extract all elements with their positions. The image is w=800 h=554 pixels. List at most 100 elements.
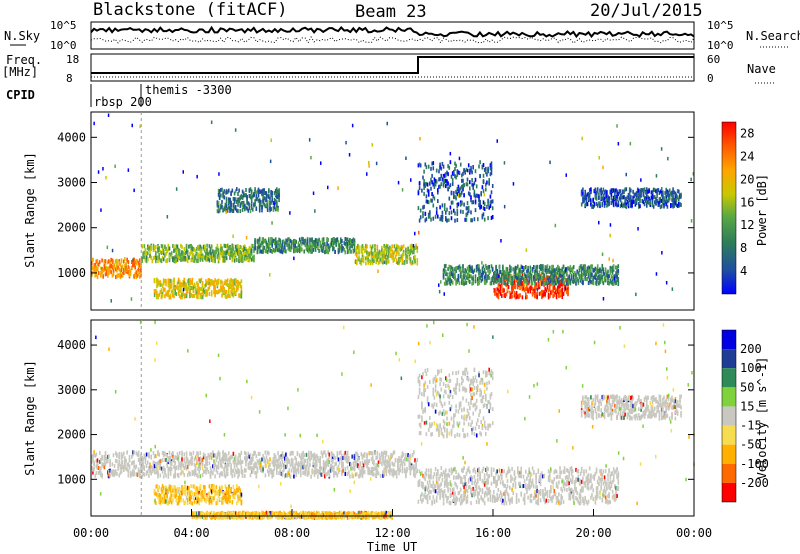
heatmap-cell [530, 278, 533, 283]
heatmap-cell [360, 258, 363, 263]
heatmap-cell [319, 244, 321, 249]
heatmap-cell [178, 294, 181, 299]
heatmap-cell [471, 178, 473, 182]
heatmap-cell [454, 161, 456, 166]
heatmap-cell [105, 459, 108, 464]
beam-title: Beam 23 [355, 2, 427, 22]
heatmap-cell [191, 247, 194, 252]
heatmap-cell [671, 197, 673, 202]
heatmap-cell [587, 196, 590, 201]
heatmap-cell [115, 459, 117, 463]
heatmap-cell [609, 190, 612, 195]
heatmap-cell [465, 280, 468, 285]
heatmap-cell [502, 268, 504, 273]
heatmap-cell [604, 270, 607, 275]
heatmap-cell [418, 162, 421, 167]
heatmap-cell [409, 260, 412, 265]
heatmap-cell [559, 273, 561, 278]
heatmap-cell [359, 260, 361, 265]
heatmap-cell [497, 287, 500, 292]
heatmap-cell [248, 460, 251, 465]
heatmap-cell [256, 239, 259, 244]
heatmap-cell [225, 468, 228, 473]
heatmap-cell [269, 196, 271, 201]
heatmap-cell [224, 204, 227, 209]
heatmap-cell [105, 175, 107, 180]
heatmap-cell [608, 198, 610, 203]
heatmap-cell [500, 239, 502, 243]
heatmap-cell [517, 276, 519, 281]
heatmap-cell [384, 254, 387, 259]
heatmap-cell [632, 200, 635, 204]
heatmap-cell [132, 258, 134, 262]
heatmap-cell [461, 178, 463, 183]
heatmap-cell [225, 289, 228, 294]
heatmap-cell [474, 177, 477, 182]
heatmap-cell [459, 162, 462, 167]
heatmap-cell [538, 265, 541, 269]
heatmap-cell [128, 455, 131, 460]
heatmap-cell [332, 242, 334, 247]
heatmap-cell [479, 275, 481, 280]
heatmap-cell [309, 462, 311, 467]
heatmap-cell [655, 189, 657, 194]
heatmap-cell [541, 289, 543, 294]
heatmap-cell [496, 139, 498, 143]
heatmap-cell [224, 207, 227, 212]
heatmap-cell [149, 467, 151, 472]
heatmap-cell [340, 240, 342, 244]
heatmap-cell [329, 242, 332, 247]
heatmap-cell [407, 246, 409, 251]
heatmap-cell [198, 278, 200, 283]
heatmap-cell [543, 281, 545, 286]
heatmap-cell [554, 223, 557, 228]
heatmap-cell [205, 288, 207, 293]
heatmap-cell [97, 470, 100, 475]
nsky-panel [90, 21, 695, 50]
heatmap-cell [474, 199, 477, 204]
heatmap-cell [583, 271, 585, 276]
heatmap-cell [174, 461, 176, 465]
heatmap-cell [390, 247, 392, 252]
heatmap-cell [483, 269, 486, 273]
heatmap-cell [264, 473, 267, 478]
heatmap-cell [558, 273, 560, 278]
heatmap-cell [284, 474, 286, 479]
heatmap-cell [464, 217, 466, 222]
heatmap-cell [495, 279, 497, 284]
heatmap-cell [184, 286, 187, 291]
heatmap-cell [135, 275, 138, 280]
heatmap-cell [264, 249, 267, 254]
heatmap-cell [215, 468, 218, 473]
heatmap-cell [178, 463, 181, 467]
heatmap-cell [199, 279, 202, 284]
heatmap-cell [450, 265, 453, 270]
heatmap-cell [212, 249, 214, 254]
heatmap-cell [328, 246, 331, 251]
heatmap-cell [487, 198, 489, 203]
heatmap-cell [619, 193, 622, 198]
heatmap-cell [103, 458, 106, 463]
heatmap-cell [477, 264, 479, 269]
heatmap-cell [317, 474, 319, 479]
heatmap-cell [311, 242, 313, 247]
heatmap-cell [356, 248, 358, 253]
heatmap-cell [246, 195, 248, 200]
heatmap-cell [159, 280, 162, 285]
heatmap-cell [196, 251, 198, 256]
heatmap-cell [233, 254, 236, 259]
heatmap-cell [349, 241, 351, 246]
heatmap-cell [126, 258, 128, 263]
heatmap-cell [311, 468, 313, 473]
heatmap-cell [607, 274, 609, 279]
heatmap-cell [537, 285, 540, 290]
heatmap-cell [419, 208, 422, 213]
heatmap-cell [240, 294, 243, 299]
heatmap-cell [416, 246, 419, 251]
heatmap-cell [265, 463, 268, 468]
heatmap-cell [606, 203, 608, 208]
heatmap-cell [241, 189, 244, 194]
heatmap-cell [133, 263, 135, 268]
heatmap-cell [245, 257, 247, 262]
heatmap-cell [555, 279, 558, 284]
